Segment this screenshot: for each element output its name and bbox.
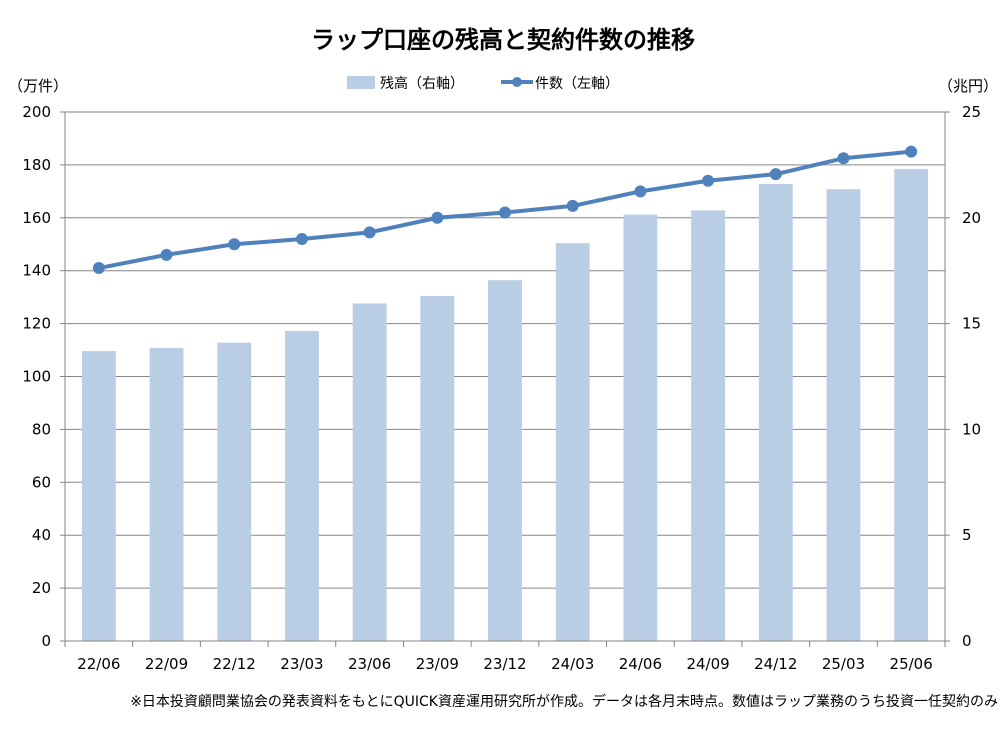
left-tick-label: 60 — [32, 473, 51, 491]
legend-line-label: 件数（左軸） — [535, 76, 619, 92]
left-tick-label: 120 — [22, 315, 51, 333]
bar — [488, 280, 522, 641]
bar — [555, 243, 590, 641]
legend-bar-swatch — [347, 76, 375, 89]
line-point — [702, 174, 715, 187]
bar — [81, 351, 116, 641]
line-point — [905, 145, 918, 158]
bar — [894, 169, 929, 641]
line-point — [769, 168, 782, 181]
bar — [826, 189, 861, 641]
x-tick-label: 23/12 — [483, 655, 526, 673]
left-tick-label: 180 — [22, 156, 51, 174]
left-axis-unit: （万件） — [8, 77, 68, 95]
line-point — [92, 262, 105, 275]
x-tick-label: 24/03 — [551, 655, 594, 673]
chart-title: ラップ口座の残高と契約件数の推移 — [311, 26, 695, 54]
axes — [60, 111, 950, 647]
bar — [420, 296, 455, 641]
left-tick-label: 40 — [32, 526, 51, 544]
x-tick-label: 24/09 — [686, 655, 729, 673]
line-point — [160, 248, 173, 261]
line-point — [634, 185, 647, 198]
bar — [285, 331, 319, 641]
left-tick-label: 0 — [41, 632, 51, 650]
x-tick-label: 23/09 — [416, 655, 459, 673]
x-tick-label: 22/09 — [145, 655, 188, 673]
line-point — [363, 226, 376, 239]
bar-series — [81, 169, 929, 642]
line-point — [837, 152, 850, 165]
right-tick-label: 20 — [962, 209, 981, 227]
left-tick-label: 20 — [32, 579, 51, 597]
legend-line-marker — [512, 77, 522, 87]
right-tick-label: 5 — [962, 526, 972, 544]
left-tick-label: 100 — [22, 368, 51, 386]
tick-labels: 0 20 40 60 80 100 120 140 160 180 200 0 5 10 15 20 25 22/… — [22, 103, 981, 673]
x-tick-label: 24/12 — [754, 655, 797, 673]
bar — [217, 342, 252, 641]
bar — [691, 210, 725, 642]
right-tick-label: 15 — [962, 315, 981, 333]
line-point — [431, 211, 444, 224]
left-tick-label: 140 — [22, 262, 51, 280]
right-tick-label: 0 — [962, 632, 972, 650]
legend-bar-label: 残高（右軸） — [380, 75, 464, 92]
x-tick-label: 25/03 — [822, 655, 865, 673]
footnote: ※日本投資顧問業協会の発表資料をもとにQUICK資産運用研究所が作成。データは各… — [130, 693, 998, 710]
x-tick-label: 24/06 — [619, 655, 662, 673]
bar — [149, 347, 184, 641]
legend: 残高（右軸） 件数（左軸） — [347, 75, 619, 92]
right-axis-unit: （兆円） — [938, 77, 998, 95]
line-series — [92, 145, 918, 275]
left-tick-label: 200 — [22, 103, 51, 121]
x-tick-label: 23/03 — [280, 655, 323, 673]
right-tick-label: 25 — [962, 103, 981, 121]
bar — [623, 214, 658, 641]
line-point — [295, 232, 308, 245]
bar — [352, 303, 387, 641]
x-tick-label: 22/06 — [77, 655, 120, 673]
left-tick-label: 80 — [32, 420, 51, 438]
bar — [758, 183, 793, 641]
x-tick-label: 23/06 — [348, 655, 391, 673]
left-tick-label: 160 — [22, 209, 51, 227]
line-point — [566, 199, 579, 212]
x-tick-label: 22/12 — [213, 655, 256, 673]
right-tick-label: 10 — [962, 420, 981, 438]
line-point — [499, 206, 511, 219]
line-point — [228, 238, 241, 251]
x-tick-label: 25/06 — [890, 655, 933, 673]
